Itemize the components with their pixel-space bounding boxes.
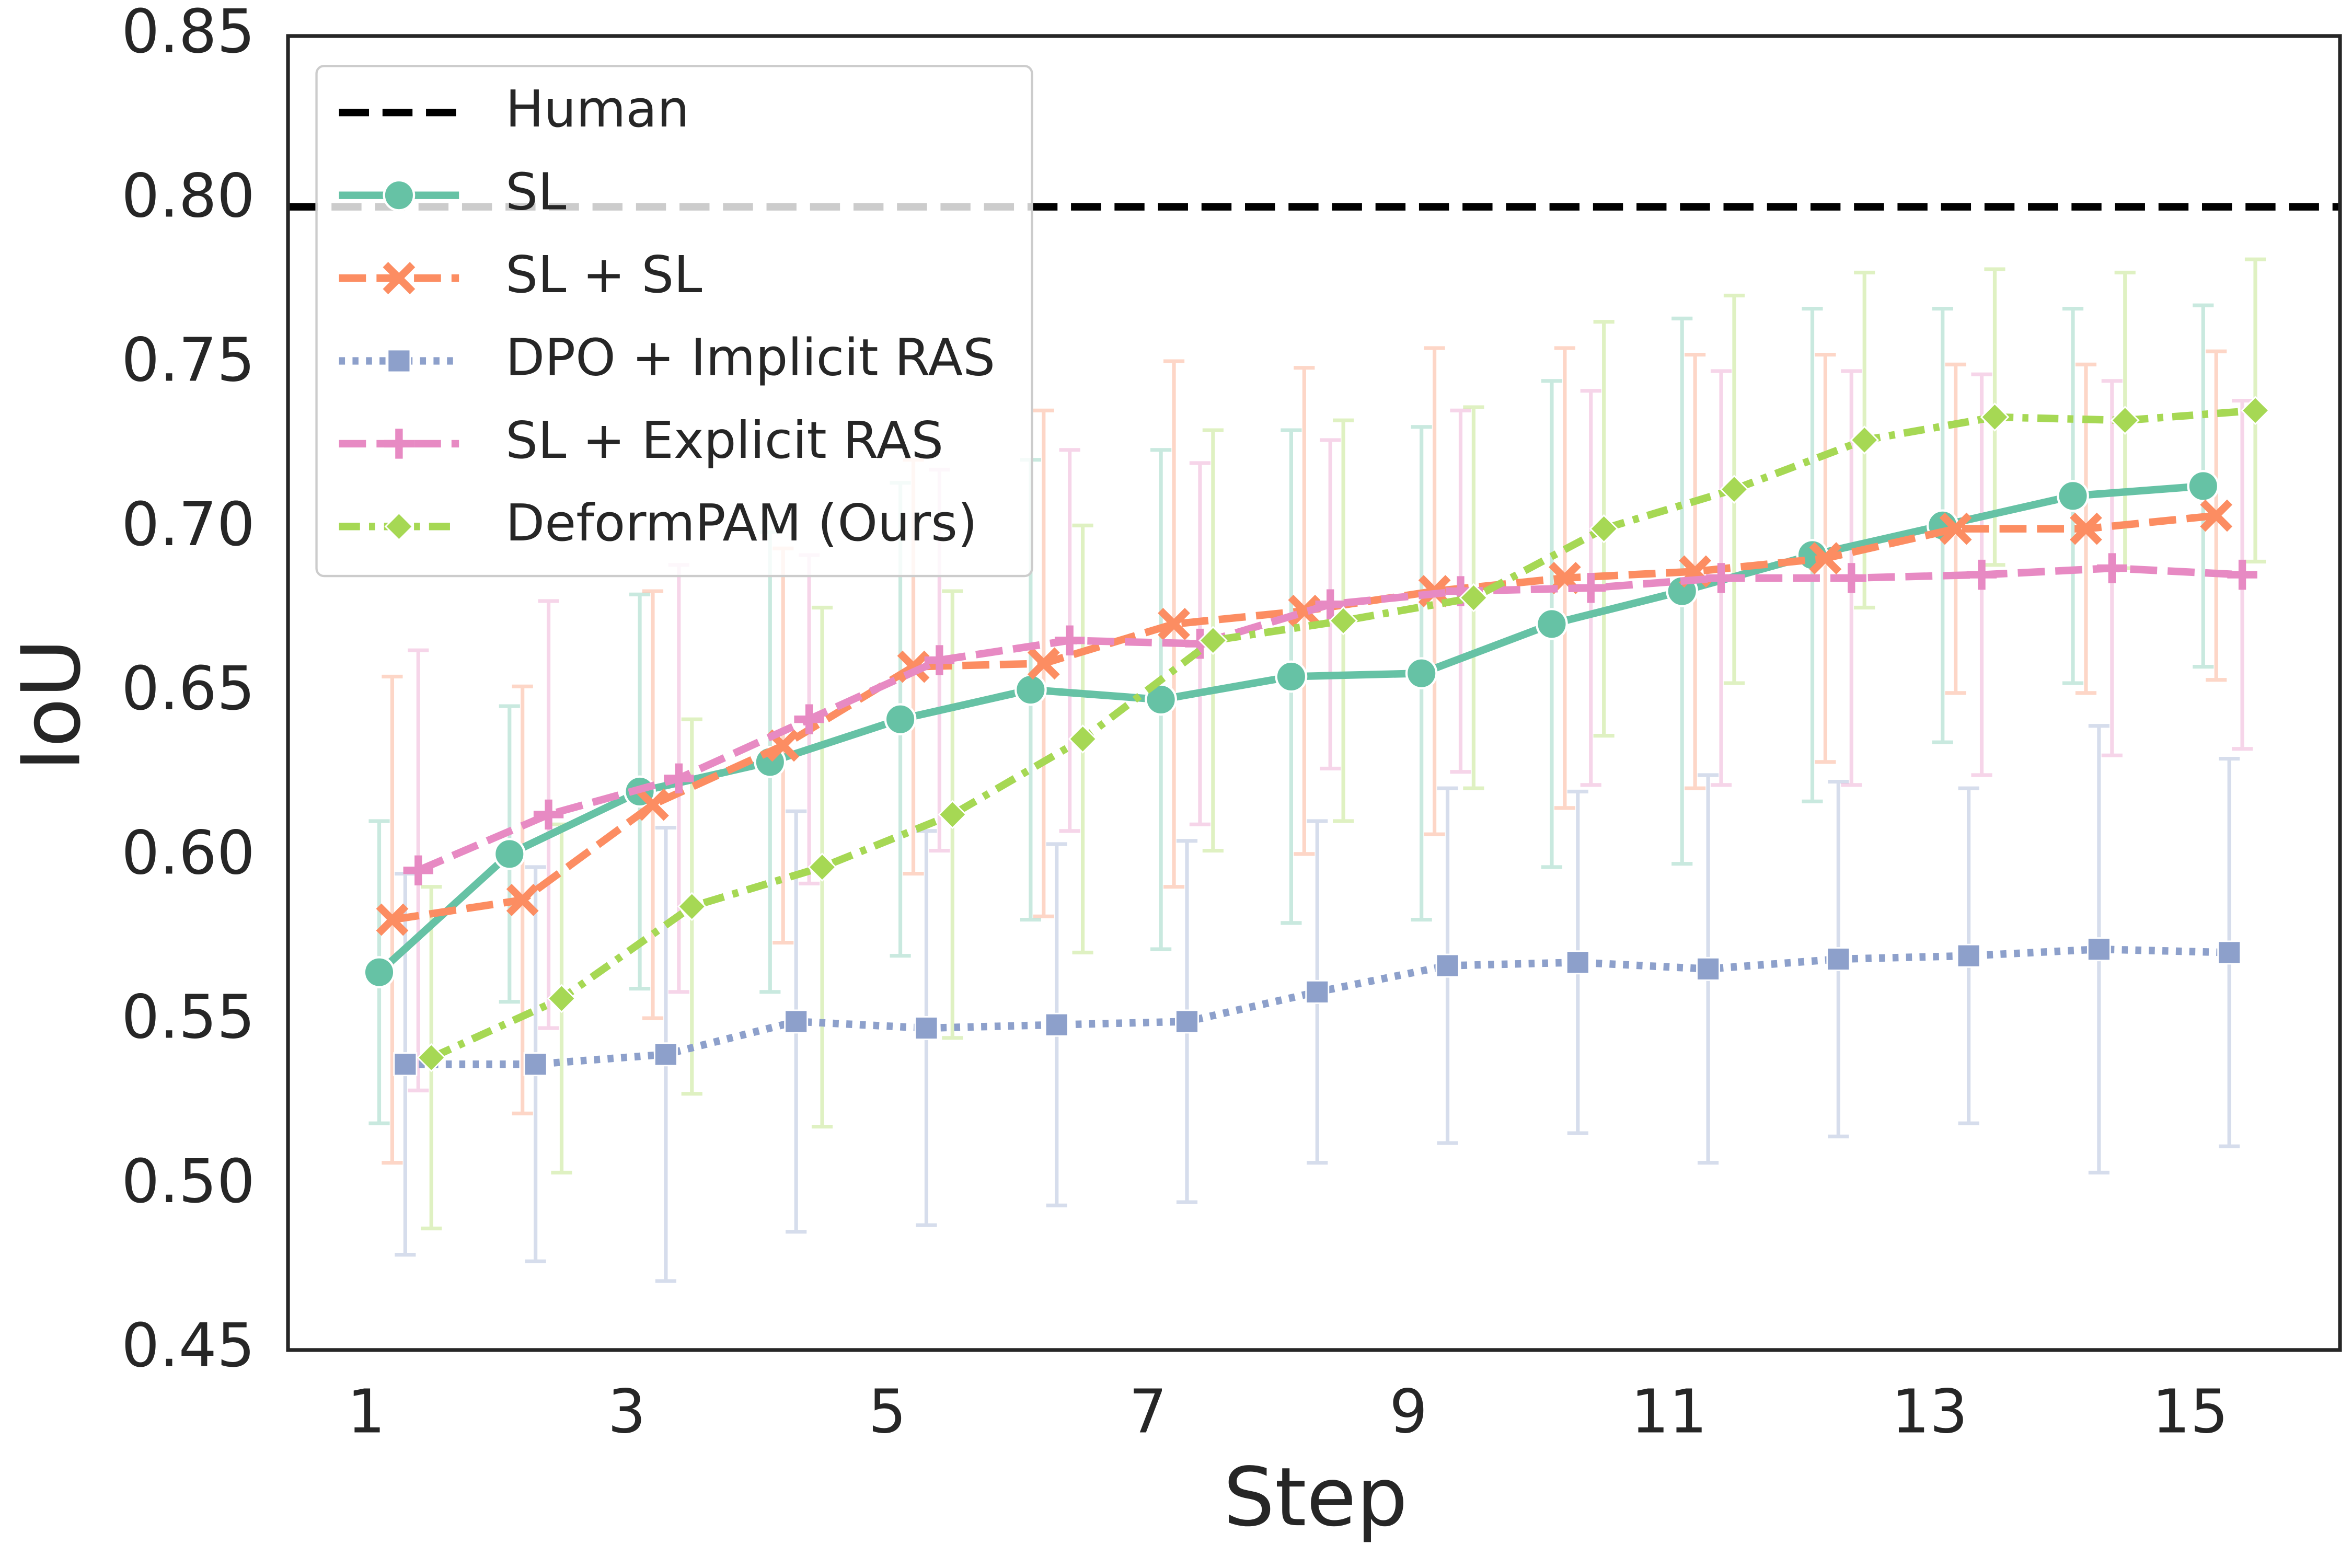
legend-marker [384, 429, 414, 459]
data-point [403, 855, 433, 885]
data-point [1405, 657, 1438, 690]
data-point [1980, 402, 2010, 432]
data-point [1826, 947, 1851, 971]
x-tick-label: 7 [1129, 1377, 1167, 1447]
data-point [1054, 625, 1085, 656]
legend-box [315, 65, 1033, 578]
data-point [2200, 499, 2233, 532]
data-point [2110, 406, 2140, 435]
y-tick-label: 0.65 [121, 654, 255, 724]
data-point [677, 892, 707, 921]
y-tick-label: 0.75 [121, 326, 255, 396]
y-axis-label: IoU [4, 639, 99, 771]
data-point [1459, 583, 1489, 613]
legend-label: Human [505, 79, 689, 139]
data-point [897, 650, 930, 683]
x-tick-label: 9 [1389, 1377, 1427, 1447]
data-point [363, 956, 396, 988]
x-tick-label: 15 [2152, 1377, 2228, 1447]
data-point [1720, 475, 1749, 504]
data-point [1305, 979, 1330, 1004]
data-point [1027, 647, 1060, 680]
data-point [1939, 512, 1972, 545]
y-tick-label: 0.85 [121, 0, 255, 67]
data-point [1435, 953, 1460, 978]
x-tick-label: 3 [608, 1377, 646, 1447]
data-point [493, 838, 526, 870]
data-point [2241, 396, 2270, 425]
plot-frame [286, 34, 2342, 1352]
data-point [1329, 606, 1358, 636]
data-point [1315, 589, 1345, 619]
data-point [417, 1043, 446, 1073]
x-tick-label: 5 [868, 1377, 906, 1447]
data-point [523, 1052, 548, 1077]
data-point [1145, 683, 1177, 716]
legend-label: SL + Explicit RAS [505, 411, 943, 470]
data-point [938, 800, 967, 829]
legend-label: DPO + Implicit RAS [505, 328, 995, 387]
data-point [1850, 425, 1880, 455]
data-point [664, 763, 694, 794]
x-tick-label: 11 [1631, 1377, 1707, 1447]
y-tick-label: 0.60 [121, 818, 255, 888]
data-point [1576, 573, 1606, 603]
x-axis-label: Step [1223, 1450, 1408, 1544]
legend-marker [383, 262, 416, 294]
y-tick-label: 0.55 [121, 983, 255, 1053]
data-point [1966, 559, 1997, 590]
data-point [1836, 563, 1866, 593]
data-point [884, 703, 917, 736]
data-point [1198, 626, 1228, 655]
data-point [1275, 660, 1308, 693]
data-point [1175, 1009, 1199, 1034]
data-point [1956, 943, 1981, 968]
data-point [1565, 950, 1590, 975]
legend-label: SL + SL [505, 245, 702, 305]
data-point [1536, 608, 1568, 640]
data-point [1044, 1012, 1069, 1037]
data-point [2086, 937, 2111, 962]
data-point [2217, 940, 2242, 965]
data-point [653, 1042, 678, 1067]
legend-marker [383, 179, 416, 212]
data-point [2057, 479, 2089, 512]
data-point [1809, 542, 1842, 575]
legend-marker [387, 349, 411, 373]
y-tick-label: 0.70 [121, 490, 255, 560]
data-point [914, 1016, 939, 1040]
data-point [2227, 559, 2257, 590]
data-point [808, 852, 837, 882]
data-point [393, 1052, 418, 1077]
data-point [506, 883, 539, 916]
data-point [794, 704, 824, 734]
data-point [2070, 512, 2102, 545]
legend: Human SL SL + SL DPO + Implicit RAS SL + Exp… [315, 65, 1033, 578]
data-point [1014, 673, 1047, 706]
data-point [2187, 470, 2220, 502]
x-tick-label: 13 [1892, 1377, 1968, 1447]
data-point [784, 1009, 809, 1034]
legend-label: SL [505, 163, 566, 222]
data-point [1288, 594, 1321, 627]
data-point [533, 799, 564, 830]
data-point [1706, 563, 1736, 593]
data-point [376, 903, 409, 936]
data-point [547, 984, 577, 1013]
legend-marker [384, 512, 414, 541]
data-point [924, 645, 955, 675]
y-tick-label: 0.45 [121, 1311, 255, 1381]
data-point [2097, 553, 2127, 583]
data-point [1589, 514, 1619, 544]
x-tick-label: 1 [347, 1377, 385, 1447]
data-point [637, 788, 669, 821]
legend-label: DeformPAM (Ours) [505, 493, 977, 553]
data-point [1158, 608, 1190, 640]
data-point [1068, 724, 1098, 754]
y-tick-label: 0.50 [121, 1147, 255, 1217]
data-point [1696, 956, 1721, 981]
y-tick-label: 0.80 [121, 161, 255, 231]
